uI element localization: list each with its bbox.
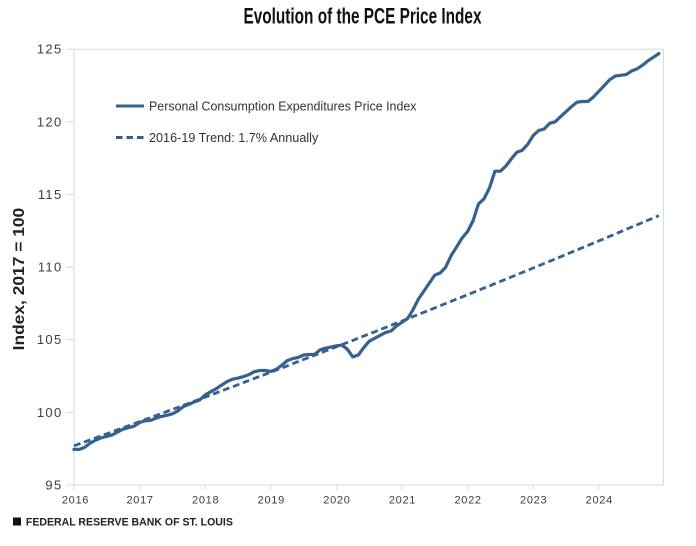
svg-text:100: 100 bbox=[37, 405, 63, 420]
svg-text:2019: 2019 bbox=[258, 495, 285, 507]
svg-text:Index, 2017 = 100: Index, 2017 = 100 bbox=[11, 208, 28, 351]
svg-text:110: 110 bbox=[38, 260, 63, 275]
svg-text:2018: 2018 bbox=[192, 495, 219, 507]
svg-text:120: 120 bbox=[37, 114, 63, 129]
svg-text:2024: 2024 bbox=[586, 495, 613, 507]
svg-text:Personal Consumption Expenditu: Personal Consumption Expenditures Price … bbox=[149, 99, 417, 114]
svg-text:2016: 2016 bbox=[62, 495, 89, 507]
svg-text:2017: 2017 bbox=[126, 495, 153, 507]
svg-text:125: 125 bbox=[37, 42, 63, 57]
svg-text:115: 115 bbox=[38, 187, 63, 202]
svg-text:FEDERAL RESERVE BANK OF ST. LO: FEDERAL RESERVE BANK OF ST. LOUIS bbox=[26, 517, 233, 529]
svg-text:2021: 2021 bbox=[389, 495, 416, 507]
svg-text:2022: 2022 bbox=[454, 495, 481, 507]
svg-text:2016-19 Trend: 1.7% Annually: 2016-19 Trend: 1.7% Annually bbox=[149, 130, 319, 145]
svg-text:105: 105 bbox=[37, 332, 63, 347]
svg-text:2023: 2023 bbox=[520, 495, 547, 507]
svg-text:2020: 2020 bbox=[323, 495, 350, 507]
svg-text:95: 95 bbox=[45, 478, 62, 493]
svg-text:Evolution of the PCE Price Ind: Evolution of the PCE Price Index bbox=[244, 3, 482, 28]
